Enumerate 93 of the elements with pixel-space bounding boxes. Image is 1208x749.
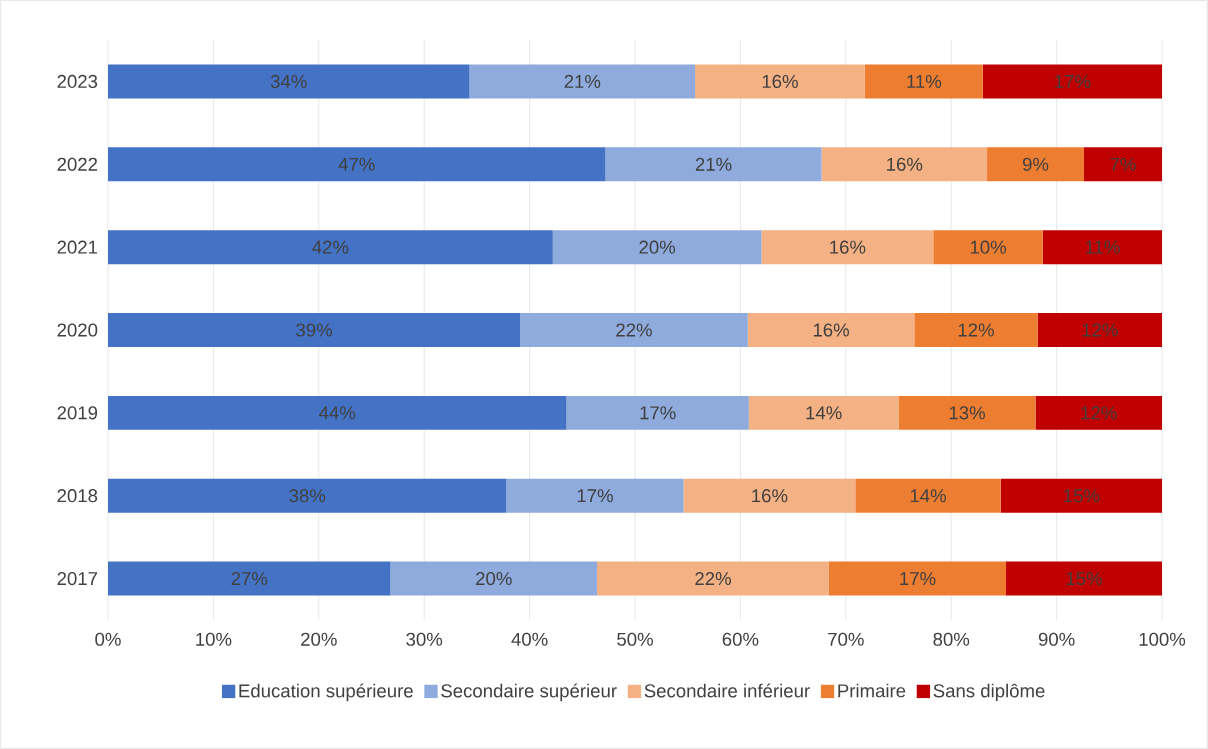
bar bbox=[933, 230, 1043, 265]
bar bbox=[855, 478, 1001, 513]
bar bbox=[506, 478, 684, 513]
bar bbox=[108, 313, 521, 347]
x-tick-label: 90% bbox=[1038, 632, 1075, 646]
data-label: 16% bbox=[752, 489, 788, 503]
data-label: 10% bbox=[970, 240, 1007, 254]
bar bbox=[605, 147, 822, 182]
data-label: 9% bbox=[1022, 157, 1049, 171]
legend-label: Primaire bbox=[838, 683, 906, 698]
data-label: 17% bbox=[900, 572, 936, 586]
x-tick-label: 80% bbox=[933, 632, 970, 646]
bar bbox=[695, 64, 865, 99]
y-tick-label: 2021 bbox=[57, 240, 98, 254]
data-label: 20% bbox=[476, 571, 512, 586]
data-label: 39% bbox=[296, 323, 332, 337]
x-tick-label: 10% bbox=[196, 632, 232, 646]
data-label: 21% bbox=[695, 157, 732, 171]
legend-label: Secondaire inférieur bbox=[644, 683, 810, 698]
x-tick-label: 0% bbox=[95, 632, 121, 646]
bar bbox=[898, 395, 1036, 430]
data-label: 14% bbox=[910, 489, 946, 503]
bar bbox=[108, 395, 567, 430]
data-label: 16% bbox=[813, 323, 849, 337]
data-label: 17% bbox=[640, 406, 676, 420]
legend-label: Sans diplôme bbox=[933, 683, 1045, 702]
data-label: 17% bbox=[1055, 74, 1091, 88]
x-tick-label: 40% bbox=[511, 632, 548, 646]
data-label: 16% bbox=[830, 240, 866, 254]
bar bbox=[1037, 313, 1163, 347]
bar bbox=[1042, 230, 1163, 265]
data-label: 20% bbox=[639, 240, 676, 254]
data-label: 15% bbox=[1064, 489, 1100, 503]
bar bbox=[597, 561, 829, 596]
bar bbox=[683, 478, 856, 513]
x-tick-label: 70% bbox=[828, 632, 864, 646]
x-tick-label: 60% bbox=[722, 632, 759, 646]
data-label: 34% bbox=[270, 74, 307, 89]
bar bbox=[1006, 561, 1163, 596]
bar bbox=[1000, 478, 1163, 513]
data-label: 16% bbox=[762, 74, 798, 89]
data-label: 22% bbox=[695, 572, 731, 586]
data-label: 12% bbox=[1082, 323, 1118, 337]
bar bbox=[828, 561, 1007, 596]
x-tick-label: 100% bbox=[1139, 632, 1186, 646]
bar bbox=[748, 395, 899, 430]
data-label: 12% bbox=[1081, 406, 1117, 420]
bar bbox=[108, 230, 553, 265]
data-label: 44% bbox=[319, 406, 356, 420]
bar bbox=[1035, 395, 1163, 430]
data-label: 16% bbox=[887, 157, 923, 171]
y-tick-label: 2020 bbox=[57, 323, 98, 337]
bar bbox=[390, 561, 598, 596]
x-tick-label: 30% bbox=[406, 632, 443, 646]
bar bbox=[520, 313, 748, 347]
legend-label: Education supérieure bbox=[239, 683, 413, 702]
y-tick-label: 2018 bbox=[57, 489, 98, 503]
bar bbox=[982, 64, 1163, 99]
x-tick-label: 50% bbox=[617, 632, 653, 646]
bar bbox=[987, 147, 1085, 182]
data-label: 22% bbox=[616, 323, 652, 337]
y-tick-label: 2022 bbox=[57, 157, 98, 171]
data-label: 12% bbox=[958, 323, 994, 337]
data-label: 11% bbox=[1085, 240, 1120, 254]
data-label: 47% bbox=[338, 157, 375, 171]
bar bbox=[1084, 147, 1163, 182]
data-label: 27% bbox=[231, 572, 268, 586]
bar bbox=[108, 478, 507, 513]
x-tick-label: 20% bbox=[301, 632, 337, 646]
bar bbox=[108, 147, 606, 182]
data-label: 21% bbox=[564, 74, 601, 88]
bar bbox=[108, 561, 391, 596]
bar bbox=[552, 230, 762, 265]
y-tick-label: 2017 bbox=[57, 571, 98, 586]
data-label: 14% bbox=[806, 406, 842, 420]
bar bbox=[914, 313, 1038, 347]
bar bbox=[821, 147, 988, 182]
data-label: 38% bbox=[289, 489, 326, 503]
data-label: 17% bbox=[577, 489, 613, 503]
bar bbox=[469, 64, 696, 99]
bar bbox=[761, 230, 934, 265]
bar bbox=[108, 64, 470, 99]
y-tick-label: 2019 bbox=[57, 406, 98, 420]
bar bbox=[864, 64, 983, 99]
data-label: 15% bbox=[1066, 572, 1102, 586]
y-tick-label: 2023 bbox=[57, 74, 98, 89]
data-label: 11% bbox=[907, 74, 942, 88]
data-label: 7% bbox=[1110, 157, 1136, 171]
legend-label: Secondaire supérieur bbox=[441, 683, 617, 702]
bar bbox=[747, 313, 915, 347]
bar bbox=[566, 395, 749, 430]
data-label: 42% bbox=[312, 240, 349, 254]
data-label: 13% bbox=[949, 406, 985, 420]
